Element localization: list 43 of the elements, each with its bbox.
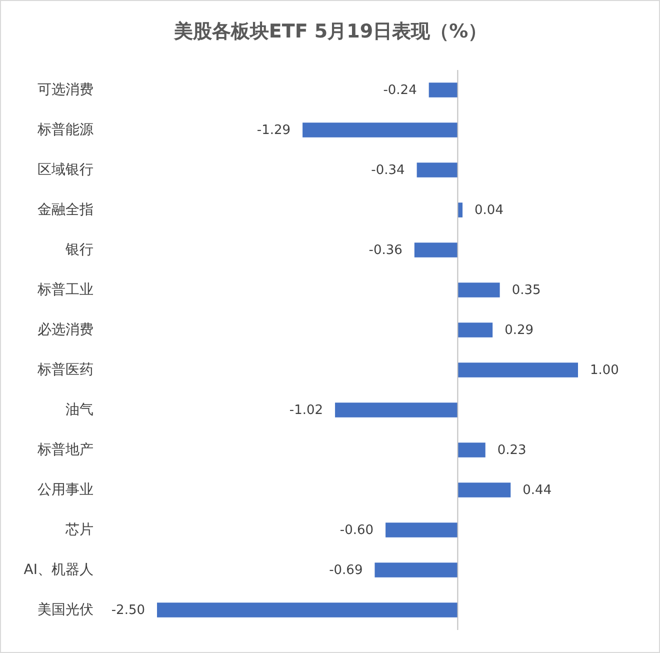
bar — [458, 322, 493, 338]
bar — [428, 82, 458, 98]
bar — [416, 162, 458, 178]
data-label: -0.69 — [329, 563, 363, 578]
chart-title: 美股各板块ETF 5月19日表现（%） — [172, 20, 488, 42]
data-label: 0.35 — [512, 283, 541, 298]
y-tick-label: 美国光伏 — [38, 602, 94, 618]
data-label: -0.36 — [368, 243, 402, 258]
y-tick-label: 标普医药 — [36, 361, 94, 378]
data-label: -0.60 — [340, 523, 374, 538]
bar — [458, 282, 500, 298]
bar — [302, 122, 458, 138]
y-tick-label: 公用事业 — [38, 482, 94, 498]
y-tick-label: 标普地产 — [36, 441, 94, 458]
data-label: 1.00 — [590, 363, 619, 378]
bar — [458, 362, 578, 378]
y-tick-label: 区域银行 — [38, 162, 94, 178]
data-label: 0.29 — [504, 323, 534, 338]
data-label: 0.44 — [522, 483, 552, 498]
y-tick-label: 标普能源 — [36, 121, 94, 138]
bar — [335, 402, 458, 418]
data-label: -1.29 — [256, 123, 291, 138]
y-tick-label: AI、机器人 — [24, 562, 94, 578]
data-label: -0.34 — [371, 163, 405, 178]
data-label: -1.02 — [289, 403, 324, 418]
bar — [386, 522, 458, 538]
y-tick-label: 芯片 — [64, 522, 94, 538]
bar — [458, 202, 463, 218]
bar — [374, 562, 458, 578]
data-label: 0.04 — [474, 203, 504, 218]
y-tick-label: 必选消费 — [38, 322, 94, 338]
y-tick-label: 油气 — [66, 402, 94, 418]
bar — [157, 602, 458, 618]
bar — [458, 442, 486, 458]
y-tick-label: 标普工业 — [36, 281, 94, 298]
y-tick-label: 可选消费 — [38, 82, 94, 98]
data-label: 0.23 — [497, 443, 526, 458]
bar — [458, 482, 511, 498]
bar — [414, 242, 458, 258]
y-tick-label: 金融全指 — [38, 202, 94, 218]
data-label: -0.24 — [383, 83, 417, 98]
data-label: -2.50 — [111, 603, 145, 618]
y-tick-label: 银行 — [64, 242, 94, 258]
